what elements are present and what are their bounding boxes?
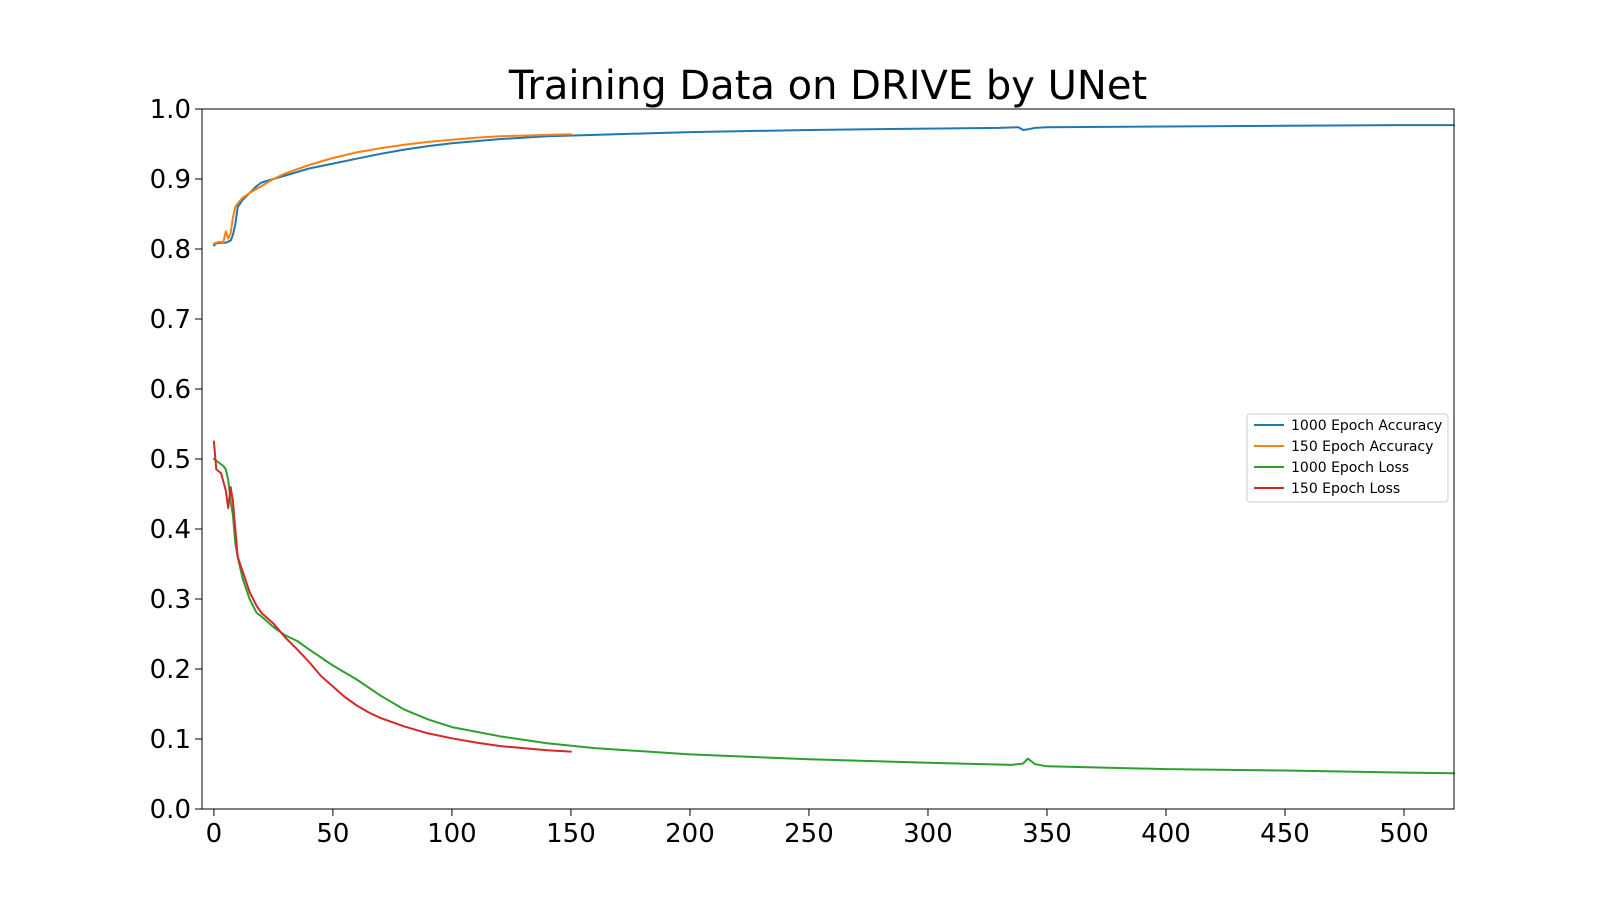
legend-label: 1000 Epoch Loss xyxy=(1291,460,1409,476)
plot-area xyxy=(212,124,1455,775)
y-tick-label: 1.0 xyxy=(150,95,191,125)
x-tick-label: 100 xyxy=(427,819,477,849)
y-tick-label: 0.0 xyxy=(150,795,191,825)
y-tick-label: 0.7 xyxy=(150,305,191,335)
legend: 1000 Epoch Accuracy 150 Epoch Accuracy 100… xyxy=(1246,413,1449,503)
x-tick-label: 50 xyxy=(316,819,349,849)
series-line-1 xyxy=(212,124,1455,247)
x-axis: 0 50 100 150 200 250 300 350 400 450 500 xyxy=(206,809,1429,849)
series-line-4 xyxy=(212,440,572,753)
legend-label: 1000 Epoch Accuracy xyxy=(1291,418,1442,434)
x-tick-label: 450 xyxy=(1260,819,1310,849)
x-tick-label: 400 xyxy=(1141,819,1191,849)
y-tick-label: 0.4 xyxy=(150,515,191,545)
legend-box xyxy=(1246,413,1449,503)
legend-label: 150 Epoch Accuracy xyxy=(1291,439,1433,455)
x-tick-label: 300 xyxy=(903,819,953,849)
y-tick-label: 0.5 xyxy=(150,445,191,475)
y-tick-label: 0.1 xyxy=(150,725,191,755)
plot-frame xyxy=(201,108,1455,810)
x-tick-label: 200 xyxy=(665,819,715,849)
chart-title: Training Data on DRIVE by UNet xyxy=(508,63,1147,109)
legend-label: 150 Epoch Loss xyxy=(1291,481,1400,497)
y-tick-label: 0.3 xyxy=(150,585,191,615)
x-tick-label: 0 xyxy=(206,819,223,849)
x-tick-label: 150 xyxy=(546,819,596,849)
y-tick-label: 0.9 xyxy=(150,165,191,195)
y-tick-label: 0.6 xyxy=(150,375,191,405)
y-tick-label: 0.8 xyxy=(150,235,191,265)
y-axis: 0.0 0.1 0.2 0.3 0.4 0.5 0.6 0.7 0.8 0.9 1.0 xyxy=(150,95,202,825)
series-line-2 xyxy=(212,133,572,245)
x-tick-label: 350 xyxy=(1022,819,1072,849)
x-tick-label: 250 xyxy=(784,819,834,849)
x-tick-label: 500 xyxy=(1379,819,1429,849)
series-line-3 xyxy=(212,458,1455,775)
y-tick-label: 0.2 xyxy=(150,655,191,685)
